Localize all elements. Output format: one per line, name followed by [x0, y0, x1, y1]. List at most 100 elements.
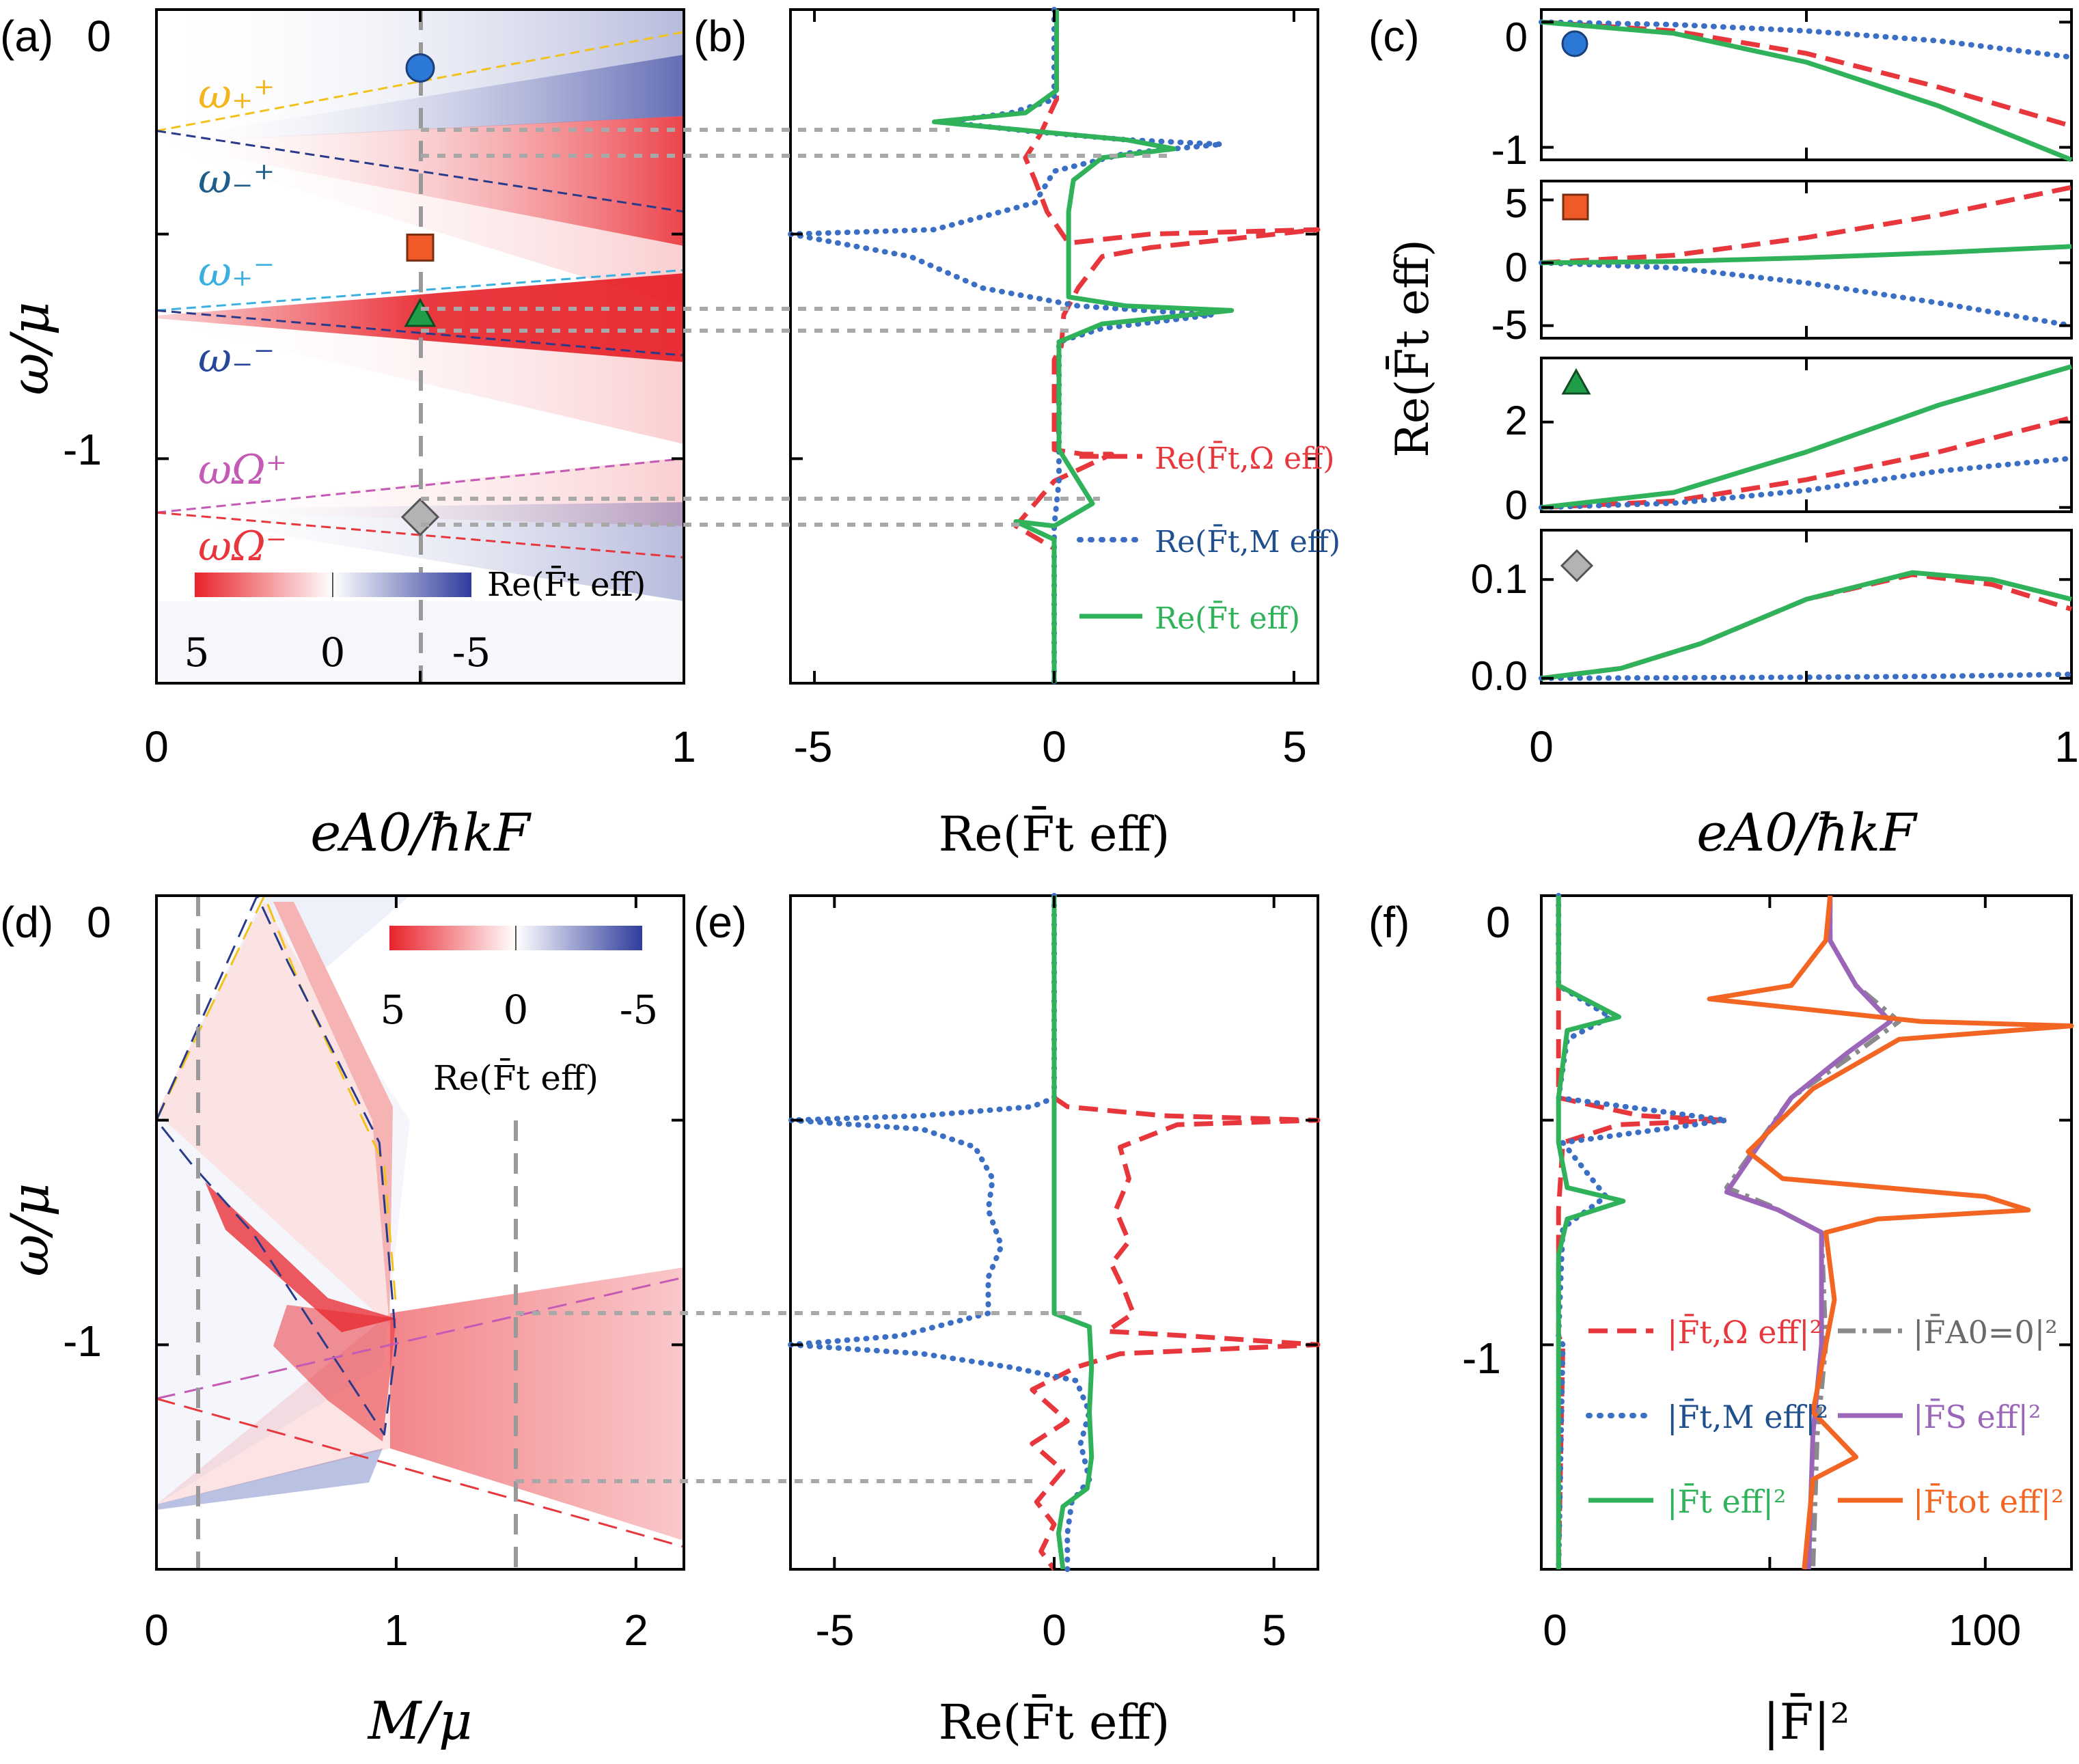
- branch-label: ω₋⁺: [198, 155, 275, 203]
- series-line: [1541, 572, 2073, 681]
- panel-a-colorbar-tick: 5: [184, 629, 210, 676]
- panel-a: 5 0 -5 Re(F̄t eff) ω₊⁺ ω₋⁺ ω₊⁻ ω₋⁻ ωΩ⁺ ω…: [0, 8, 696, 863]
- x-axis-label: eA0/ħkF: [310, 802, 532, 863]
- branch-label: ω₋⁻: [198, 334, 275, 382]
- panel-e-ticks: [790, 896, 1318, 1569]
- y-tick-label: 0.1: [1471, 556, 1528, 602]
- panel-a-colorbar-tick: -5: [452, 629, 491, 676]
- panel-d-ticks: [156, 896, 684, 1569]
- x-tick-label: 0: [1042, 1605, 1066, 1655]
- panel-label: (d): [0, 898, 53, 947]
- y-tick-label: 5: [1505, 180, 1528, 226]
- y-tick-label: 0: [1486, 898, 1511, 947]
- diamond-marker-icon: [1560, 549, 1594, 583]
- x-axis-label: |F̄|²: [1763, 1692, 1849, 1750]
- legend-label: |F̄t,M eff|²: [1667, 1398, 1828, 1435]
- panel-label: (a): [0, 12, 53, 61]
- x-tick-label: -5: [794, 722, 833, 771]
- branch-line: [156, 896, 398, 1436]
- legend-label: |F̄t,Ω eff|²: [1667, 1313, 1822, 1351]
- x-tick-label: 0: [144, 1605, 169, 1655]
- panel-c-series: [1539, 19, 2074, 681]
- panel-e-series: [788, 893, 1321, 1572]
- y-tick-label: 0.0: [1471, 653, 1528, 699]
- y-tick-label: -1: [1491, 127, 1528, 173]
- panel-b: Re(F̄t,Ω eff) Re(F̄t,M eff) Re(F̄t eff) …: [693, 7, 1340, 862]
- triangle-marker-icon: [1561, 368, 1591, 395]
- panel-a-colorbar-label: Re(F̄t eff): [487, 564, 646, 604]
- x-tick-label: -5: [816, 1605, 855, 1655]
- panel-d-frame: [155, 894, 685, 1571]
- panel-e: (e) -5 0 5 Re(F̄t eff): [693, 893, 1321, 1750]
- branch-line: [156, 309, 684, 357]
- series-line: [1541, 244, 2072, 266]
- panel-a-ticks: [156, 10, 684, 683]
- series-line: [1539, 19, 2074, 60]
- series-line: [1539, 455, 2074, 510]
- legend-label: Re(F̄t,Ω eff): [1155, 440, 1334, 476]
- panel-c-ticks: [1541, 10, 2071, 683]
- y-tick-label: -1: [63, 1317, 102, 1366]
- panel-b-ticks: [790, 10, 1318, 683]
- panel-f-ticks: [1541, 896, 2071, 1569]
- x-tick-label: 2: [624, 1605, 648, 1655]
- y-tick-label: 0: [1505, 14, 1528, 60]
- x-tick-label: 5: [1282, 722, 1307, 771]
- series-line: [1013, 10, 1321, 683]
- y-axis-label: ω/μ: [0, 302, 60, 396]
- panel-d-branch-lines: [156, 896, 684, 1548]
- branch-label: ωΩ⁻: [198, 523, 287, 570]
- panel-d-heatmap: [156, 896, 684, 1569]
- x-axis-label: M/μ: [367, 1690, 473, 1751]
- series-line: [1541, 184, 2072, 266]
- series-line: [1724, 896, 1893, 1570]
- branch-line: [156, 129, 684, 213]
- panel-d-colorbar-tick: -5: [620, 987, 659, 1033]
- series-line: [1541, 570, 2072, 681]
- y-axis-label: ω/μ: [0, 1183, 60, 1277]
- branch-line: [156, 1276, 684, 1400]
- panel-label: (f): [1368, 898, 1409, 947]
- panel-c: (c) 0 -1 5 0 -5 2 0 0.1 0.0 0 1 eA0/ħkF …: [1368, 8, 2079, 863]
- panel-b-legend: Re(F̄t,Ω eff) Re(F̄t,M eff) Re(F̄t eff): [1077, 440, 1340, 636]
- y-tick-label: 2: [1505, 398, 1528, 443]
- panel-c-subplot-1-frame: [1540, 8, 2073, 161]
- circle-marker-icon: [1561, 30, 1588, 57]
- y-axis-label: Re(F̄t eff): [1386, 239, 1439, 458]
- square-marker-icon: [1562, 193, 1589, 221]
- series-line: [1539, 260, 2074, 329]
- series-line: [788, 893, 1092, 1572]
- legend-label: |F̄t eff|²: [1667, 1483, 1786, 1520]
- panel-d-colorbar-label: Re(F̄t eff): [433, 1058, 598, 1098]
- panel-f-legend: |F̄t,Ω eff|² |F̄t,M eff|² |F̄t eff|² |F̄…: [1586, 1313, 2064, 1520]
- legend-label: Re(F̄t eff): [1155, 600, 1300, 636]
- x-tick-label: 1: [672, 722, 696, 771]
- series-line: [1556, 896, 1729, 1570]
- x-tick-label: 100: [1949, 1605, 2022, 1655]
- panel-a-colorbar-tick: 0: [320, 629, 346, 676]
- legend-label: |F̄tot eff|²: [1913, 1483, 2064, 1520]
- y-tick-label: -5: [1491, 302, 1528, 348]
- panel-f-frame: [1540, 894, 2073, 1571]
- square-marker-icon: [406, 233, 435, 262]
- x-tick-label: 1: [384, 1605, 409, 1655]
- legend-label: Re(F̄t,M eff): [1155, 523, 1340, 560]
- x-tick-label: 1: [2054, 722, 2079, 771]
- y-tick-label: 0: [87, 12, 111, 61]
- panel-a-b-connectors: [421, 128, 1175, 527]
- x-axis-label: Re(F̄t eff): [939, 1694, 1170, 1750]
- series-line: [1030, 896, 1321, 1571]
- series-line: [1051, 896, 1094, 1570]
- panel-d-colorbar-tick: 5: [381, 987, 406, 1033]
- legend-label: |F̄A0=0|²: [1913, 1313, 2058, 1351]
- series-line: [932, 10, 1235, 683]
- panel-c-subplot-4-frame: [1540, 529, 2073, 685]
- x-tick-label: 0: [1543, 1605, 1567, 1655]
- panel-c-subplot-3-frame: [1540, 357, 2073, 513]
- y-tick-label: 0: [1505, 482, 1528, 528]
- branch-label: ω₊⁻: [198, 248, 275, 296]
- branch-label: ω₊⁺: [198, 70, 275, 118]
- x-tick-label: 5: [1262, 1605, 1286, 1655]
- circle-marker-icon: [405, 53, 435, 83]
